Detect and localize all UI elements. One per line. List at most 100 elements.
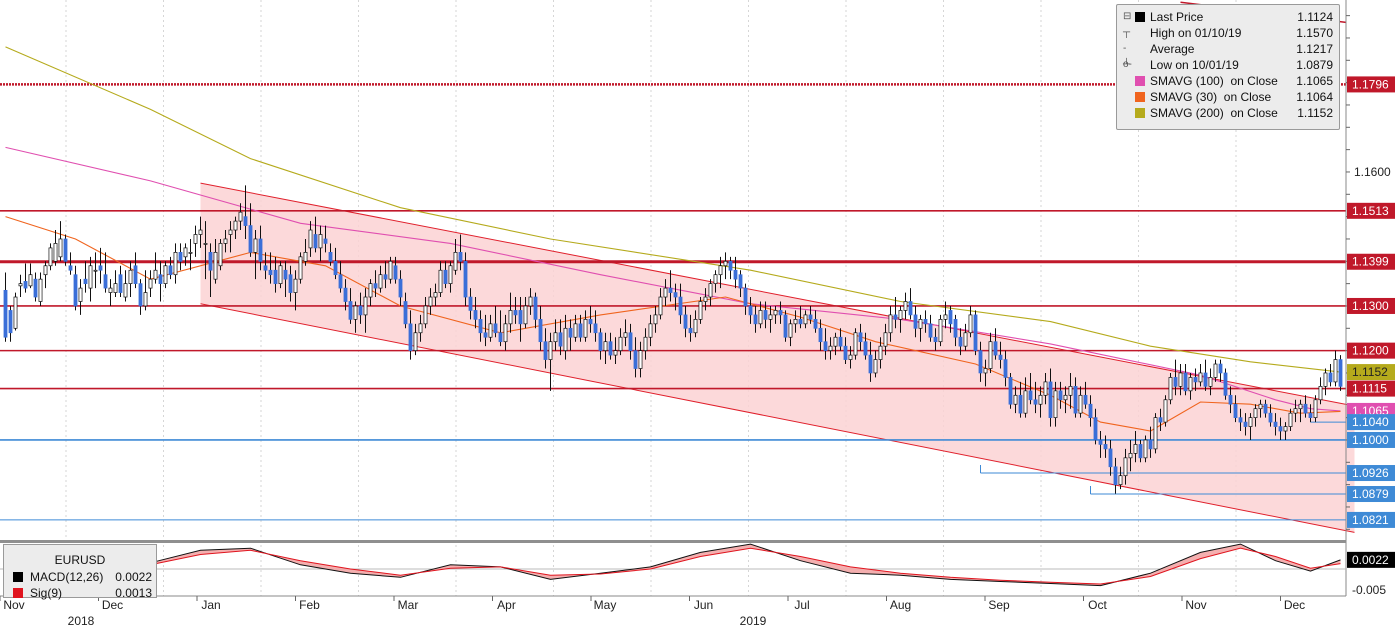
candle <box>188 252 193 254</box>
legend-row-label: Average <box>1150 42 1195 56</box>
candle <box>978 350 983 374</box>
macd-value-tag <box>1347 551 1395 568</box>
price-tag <box>1347 465 1395 482</box>
candle <box>883 332 888 347</box>
candle <box>613 350 618 356</box>
candle <box>58 238 63 258</box>
candle <box>483 332 488 338</box>
candle <box>273 269 278 284</box>
candle <box>73 274 78 307</box>
candle <box>1243 421 1248 427</box>
macd-legend-value: 0.0022 <box>115 570 152 584</box>
candle <box>183 247 188 258</box>
candle <box>1198 372 1203 383</box>
price-tag <box>1347 342 1395 359</box>
candle <box>1048 381 1053 418</box>
candle <box>268 269 273 276</box>
macd-legend-row-signal[interactable]: Sig(9) 0.0013 <box>4 586 156 600</box>
candle <box>323 238 328 244</box>
price-tag <box>1347 431 1395 448</box>
candle <box>453 252 458 271</box>
candle <box>733 269 738 280</box>
candle <box>378 274 383 289</box>
legend-row-last-price[interactable]: ⊟ Last Price 1.1124 <box>1117 9 1339 25</box>
candle <box>258 238 263 262</box>
candle <box>538 319 543 343</box>
candle <box>563 327 568 351</box>
price-axis: 1.16001.11521.10651.17961.15131.13991.13… <box>1345 0 1395 596</box>
legend-row-sma200[interactable]: SMAVG (200) on Close 1.1152 <box>1117 105 1339 121</box>
candle <box>1153 417 1158 450</box>
legend-swatch <box>13 572 23 582</box>
candle <box>553 332 558 343</box>
candle <box>673 292 678 298</box>
legend-row-average[interactable]: -o- Average 1.1217 <box>1117 41 1339 70</box>
candle <box>783 314 788 338</box>
legend-row-label: SMAVG (30) on Close <box>1150 90 1272 104</box>
candle <box>1078 394 1083 414</box>
candle <box>633 350 638 369</box>
candle <box>618 336 623 351</box>
candle <box>48 247 53 267</box>
candle <box>128 269 133 284</box>
legend-row-sma30[interactable]: SMAVG (30) on Close 1.1064 <box>1117 89 1339 105</box>
candle <box>208 252 213 271</box>
macd-legend-value: 0.0013 <box>115 586 152 600</box>
candles <box>3 185 1343 494</box>
candle <box>983 368 988 374</box>
legend-row-sma100[interactable]: SMAVG (100) on Close 1.1065 <box>1117 73 1339 89</box>
candle <box>603 341 608 351</box>
legend-row-high[interactable]: ┬ High on 01/10/19 1.1570 <box>1117 25 1339 41</box>
month-label: Jan <box>201 598 220 612</box>
candle <box>758 310 763 325</box>
candle <box>198 229 203 235</box>
candle <box>83 278 88 284</box>
candle <box>813 319 818 329</box>
candle <box>498 332 503 343</box>
candle <box>23 281 28 289</box>
candle <box>148 278 153 289</box>
candle <box>853 332 858 356</box>
candle <box>1308 412 1313 418</box>
price-tag-label: 1.1513 <box>1352 204 1389 218</box>
candle <box>938 319 943 343</box>
candle <box>108 287 113 293</box>
candle <box>373 283 378 289</box>
legend-row-low[interactable]: ┴ Low on 10/01/19 1.0879 <box>1117 57 1339 73</box>
candle <box>428 296 433 307</box>
candle <box>623 332 628 338</box>
candle <box>843 345 848 360</box>
candle <box>718 265 723 276</box>
legend-swatch <box>1135 108 1145 118</box>
candle <box>313 234 318 249</box>
candle <box>1293 408 1298 414</box>
moving-average-line <box>5 46 1341 373</box>
candle <box>133 265 138 284</box>
candle <box>1088 403 1093 418</box>
candle <box>1073 386 1078 414</box>
candle <box>88 265 93 289</box>
candle <box>988 341 993 369</box>
candle <box>168 265 173 276</box>
candle <box>593 323 598 334</box>
candle <box>818 327 823 343</box>
month-label: Nov <box>3 598 24 612</box>
candle <box>318 234 323 249</box>
candle <box>688 327 693 334</box>
candle <box>368 283 373 298</box>
candle <box>1273 421 1278 427</box>
price-tag-label: 1.1200 <box>1352 344 1389 358</box>
candle <box>1238 417 1243 423</box>
candle <box>1133 444 1138 454</box>
panel-divider <box>0 540 1346 543</box>
candle <box>1203 372 1208 387</box>
candle <box>433 292 438 298</box>
candle <box>1118 475 1123 485</box>
candle <box>723 260 728 267</box>
candle <box>1143 439 1148 459</box>
moving-average-line <box>5 146 1341 412</box>
macd-legend-row-macd[interactable]: MACD(12,26) 0.0022 <box>4 570 156 584</box>
candle <box>1213 363 1218 378</box>
macd-legend-title: EURUSD <box>54 553 106 567</box>
candle <box>1108 448 1113 468</box>
